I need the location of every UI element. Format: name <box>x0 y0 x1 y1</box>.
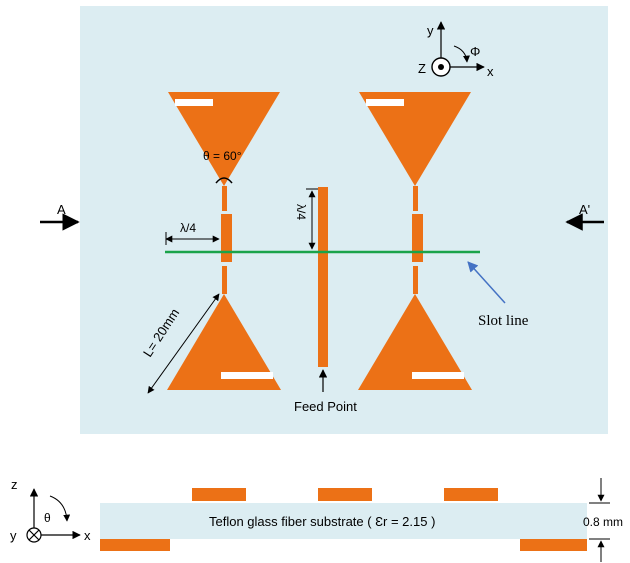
phi-label: Φ <box>470 44 480 59</box>
section-label-a: A <box>57 202 66 217</box>
bottom-patch-right <box>520 539 587 551</box>
bottom-patch-left <box>100 539 170 551</box>
slot-line-pointer-arrow <box>467 261 506 304</box>
quarter-wave-vertical-dimension: λ/4 <box>294 188 318 250</box>
top-patch-2 <box>318 488 372 501</box>
quarter-wave-horizontal-dimension: λ/4 <box>165 221 220 245</box>
left-lower-slot <box>221 372 273 379</box>
left-upper-slot <box>175 99 213 106</box>
side-axis-y-label: y <box>10 528 17 543</box>
feed-point-label: Feed Point <box>294 399 357 414</box>
theta-label: θ <box>44 511 51 525</box>
section-marker-right: A' <box>565 202 604 231</box>
theta-rotation-arrow <box>49 495 71 522</box>
section-label-a-prime: A' <box>579 202 590 217</box>
angle-arc <box>215 177 233 184</box>
top-patch-3 <box>444 488 498 501</box>
phi-rotation-arrow <box>453 45 470 63</box>
angle-label: θ = 60° <box>203 149 242 163</box>
top-view-panel <box>80 6 608 434</box>
side-axis-z-label: z <box>11 477 18 492</box>
side-axis-x-label: x <box>84 528 91 543</box>
right-lower-triangle <box>358 294 472 390</box>
top-patch-1 <box>192 488 246 501</box>
slot-line-label: Slot line <box>478 313 529 329</box>
left-upper-triangle <box>168 92 280 186</box>
thickness-dimension: 0.8 mm <box>583 478 623 562</box>
right-bowtie-antenna <box>358 92 472 390</box>
section-marker-left: A <box>40 202 80 231</box>
substrate-label: Teflon glass fiber substrate ( Ɛr = 2.15… <box>209 514 435 529</box>
axis-y-label: y <box>427 23 434 38</box>
left-center-strip <box>221 214 232 262</box>
feed-line <box>318 187 328 367</box>
right-lower-slot <box>412 372 464 379</box>
coordinate-axes-side: z y x θ <box>10 477 91 543</box>
axis-x-label: x <box>487 64 494 79</box>
right-upper-triangle <box>359 92 471 186</box>
quarter-wave-v-label: λ/4 <box>294 204 308 220</box>
quarter-wave-h-label: λ/4 <box>180 221 196 235</box>
substrate <box>100 503 587 539</box>
thickness-label: 0.8 mm <box>583 515 623 529</box>
axis-z-label: Z <box>418 61 426 76</box>
right-center-strip <box>412 214 423 262</box>
coordinate-axes-top: y x Z Φ <box>418 21 494 79</box>
right-upper-slot <box>366 99 404 106</box>
